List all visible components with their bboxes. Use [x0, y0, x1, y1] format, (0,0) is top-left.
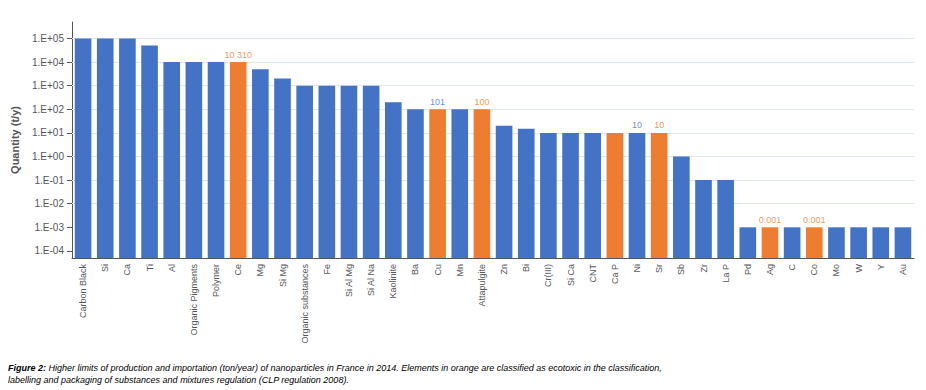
svg-text:Ag: Ag: [765, 264, 775, 275]
svg-text:Mn: Mn: [455, 264, 465, 277]
svg-text:Pd: Pd: [743, 264, 753, 275]
svg-text:1.E+05: 1.E+05: [32, 33, 64, 44]
svg-text:1.E+04: 1.E+04: [32, 57, 64, 68]
svg-text:1.E-01: 1.E-01: [35, 175, 65, 186]
svg-text:101: 101: [430, 97, 445, 107]
svg-text:0.001: 0.001: [803, 215, 826, 225]
svg-text:labelling and packaging of sub: labelling and packaging of substances an…: [8, 375, 349, 385]
svg-text:Ca P: Ca P: [610, 264, 620, 284]
svg-text:Zn: Zn: [499, 264, 509, 275]
svg-text:Mg: Mg: [255, 264, 265, 277]
svg-text:1.E-04: 1.E-04: [35, 245, 65, 256]
svg-text:Si Ca: Si Ca: [566, 264, 576, 286]
svg-text:Figure 2:: Figure 2:: [8, 363, 46, 373]
svg-text:Si: Si: [100, 264, 110, 272]
svg-text:Mo: Mo: [831, 264, 841, 277]
svg-text:Ni: Ni: [632, 264, 642, 273]
svg-text:10: 10: [654, 120, 664, 130]
svg-text:CNT: CNT: [588, 264, 598, 283]
svg-text:Sb: Sb: [676, 264, 686, 275]
svg-text:Organic substances: Organic substances: [300, 264, 310, 344]
svg-text:1.E+00: 1.E+00: [32, 151, 64, 162]
svg-text:Ba: Ba: [410, 264, 420, 275]
svg-text:Co: Co: [809, 264, 819, 276]
svg-text:Carbon Black: Carbon Black: [78, 264, 88, 319]
svg-text:Cu: Cu: [433, 264, 443, 276]
svg-text:Si Al Mg: Si Al Mg: [344, 264, 354, 297]
svg-text:1.E+02: 1.E+02: [32, 104, 64, 115]
svg-text:0.001: 0.001: [759, 215, 782, 225]
svg-text:Quantity (t/y): Quantity (t/y): [9, 106, 21, 174]
svg-text:Y: Y: [876, 264, 886, 270]
svg-text:Attapulgite: Attapulgite: [477, 264, 487, 307]
svg-text:Au: Au: [898, 264, 908, 275]
svg-text:Al: Al: [167, 264, 177, 272]
svg-text:10 310: 10 310: [224, 50, 252, 60]
svg-text:W: W: [854, 264, 864, 273]
svg-text:1.E-02: 1.E-02: [35, 198, 65, 209]
svg-text:Fe: Fe: [322, 264, 332, 275]
svg-text:1.E+01: 1.E+01: [32, 127, 64, 138]
svg-text:Higher limits of production an: Higher limits of production and importat…: [46, 363, 662, 373]
svg-text:Cr(III): Cr(III): [543, 264, 553, 287]
svg-text:Si Mg: Si Mg: [278, 264, 288, 287]
svg-text:1.E+03: 1.E+03: [32, 80, 64, 91]
svg-text:10: 10: [632, 120, 642, 130]
svg-text:Bi: Bi: [521, 264, 531, 272]
svg-text:Sr: Sr: [654, 264, 664, 273]
svg-text:La P: La P: [721, 264, 731, 283]
svg-text:Ti: Ti: [145, 264, 155, 271]
svg-text:Organic Pigments: Organic Pigments: [189, 264, 199, 336]
svg-text:Ca: Ca: [122, 264, 132, 276]
svg-text:Zr: Zr: [699, 264, 709, 273]
svg-text:100: 100: [474, 97, 489, 107]
svg-text:Ce: Ce: [233, 264, 243, 276]
svg-text:Si Al Na: Si Al Na: [366, 264, 376, 296]
svg-text:1.E-03: 1.E-03: [35, 222, 65, 233]
svg-text:Kaolinite: Kaolinite: [388, 264, 398, 299]
svg-text:C: C: [787, 264, 797, 271]
svg-text:Polymer: Polymer: [211, 264, 221, 297]
